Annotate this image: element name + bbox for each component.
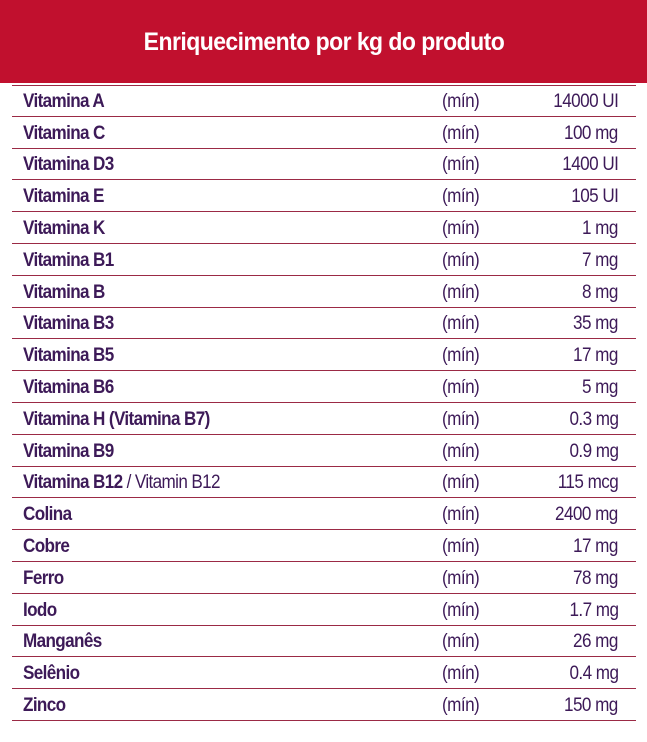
nutrient-name: Vitamina B12 / Vitamin B12 xyxy=(23,472,220,494)
nutrient-qualifier: (mín) xyxy=(442,376,480,398)
nutrient-name: Vitamina B6 xyxy=(23,376,114,398)
nutrient-name: Zinco xyxy=(23,694,66,716)
nutrient-qualifier: (mín) xyxy=(442,281,480,303)
nutrient-value: 150 mg xyxy=(564,694,618,716)
nutrient-name: Iodo xyxy=(23,599,57,621)
nutrient-qualifier: (mín) xyxy=(442,217,480,239)
nutrient-value: 35 mg xyxy=(573,313,618,335)
nutrient-name: Vitamina B9 xyxy=(23,440,114,462)
nutrient-qualifier: (mín) xyxy=(442,535,480,557)
nutrient-qualifier: (mín) xyxy=(442,345,480,367)
nutrient-value: 100 mg xyxy=(564,122,618,144)
table-row: Vitamina H (Vitamina B7) (mín) 0.3 mg xyxy=(12,403,636,435)
nutrient-qualifier: (mín) xyxy=(442,631,480,653)
nutrient-name: Manganês xyxy=(23,631,102,653)
nutrient-name: Vitamina A xyxy=(23,90,105,112)
nutrient-value: 26 mg xyxy=(573,631,618,653)
table-row: Vitamina B3 (mín) 35 mg xyxy=(12,308,636,340)
table-row: Vitamina D3 (mín) 1400 UI xyxy=(12,149,636,181)
nutrient-name: Selênio xyxy=(23,663,80,685)
nutrient-value: 1.7 mg xyxy=(568,599,619,621)
nutrient-name: Cobre xyxy=(23,535,70,557)
nutrient-qualifier: (mín) xyxy=(442,599,480,621)
nutrient-value: 7 mg xyxy=(582,249,618,271)
nutrient-value: 115 mcg xyxy=(557,472,618,494)
nutrient-qualifier: (mín) xyxy=(442,249,480,271)
table-row: Vitamina C (mín) 100 mg xyxy=(12,117,636,149)
nutrient-value: 0.9 mg xyxy=(568,440,619,462)
table-header: Enriquecimento por kg do produto xyxy=(0,0,647,83)
table-row: Vitamina B (mín) 8 mg xyxy=(12,276,636,308)
nutrient-name: Vitamina B xyxy=(23,281,105,303)
nutrient-qualifier: (mín) xyxy=(442,154,480,176)
nutrient-qualifier: (mín) xyxy=(442,408,480,430)
nutrient-value: 1400 UI xyxy=(561,154,619,176)
table-row: Colina (mín) 2400 mg xyxy=(12,498,636,531)
nutrient-value: 17 mg xyxy=(573,345,618,367)
nutrient-qualifier: (mín) xyxy=(442,313,480,335)
nutrient-value: 17 mg xyxy=(573,535,618,557)
table-row: Cobre (mín) 17 mg xyxy=(12,530,636,562)
table-row: Zinco (mín) 150 mg xyxy=(12,689,636,721)
nutrient-value: 0.3 mg xyxy=(568,408,619,430)
table-row: Vitamina B6 (mín) 5 mg xyxy=(12,371,636,403)
nutrient-name: Vitamina B3 xyxy=(23,313,114,335)
table-row: Vitamina B12 / Vitamin B12 (mín) 115 mcg xyxy=(12,467,636,499)
table-row: Vitamina A (mín) 14000 UI xyxy=(12,85,636,117)
nutrient-name: Ferro xyxy=(23,567,64,589)
nutrient-value: 78 mg xyxy=(573,567,618,589)
nutrient-qualifier: (mín) xyxy=(442,440,480,462)
table-row: Iodo (mín) 1.7 mg xyxy=(12,594,636,626)
table-row: Ferro (mín) 78 mg xyxy=(12,562,636,594)
nutrient-name: Vitamina C xyxy=(23,122,105,144)
table-row: Vitamina B9 (mín) 0.9 mg xyxy=(12,435,636,467)
nutrient-qualifier: (mín) xyxy=(442,694,480,716)
table-row: Vitamina E (mín) 105 UI xyxy=(12,180,636,213)
nutrient-qualifier: (mín) xyxy=(442,186,480,208)
nutrient-name: Vitamina H (Vitamina B7) xyxy=(23,408,210,430)
nutrient-value: 8 mg xyxy=(582,281,618,303)
nutrient-qualifier: (mín) xyxy=(442,504,480,526)
nutrient-qualifier: (mín) xyxy=(442,567,480,589)
nutrient-name: Vitamina E xyxy=(23,186,104,208)
table-row: Selênio (mín) 0.4 mg xyxy=(12,657,636,690)
nutrient-qualifier: (mín) xyxy=(442,472,480,494)
nutrient-table: Vitamina A (mín) 14000 UI Vitamina C (mí… xyxy=(12,85,636,721)
nutrient-qualifier: (mín) xyxy=(442,663,480,685)
nutrient-value: 1 mg xyxy=(582,217,618,239)
table-row: Vitamina K (mín) 1 mg xyxy=(12,212,636,244)
nutrient-value: 5 mg xyxy=(582,376,618,398)
nutrient-name: Vitamina D3 xyxy=(23,154,114,176)
nutrient-value: 105 UI xyxy=(570,186,619,208)
table-row: Vitamina B5 (mín) 17 mg xyxy=(12,339,636,372)
nutrient-name: Vitamina B1 xyxy=(23,249,114,271)
table-row: Manganês (mín) 26 mg xyxy=(12,626,636,658)
table-title: Enriquecimento por kg do produto xyxy=(143,28,504,56)
nutrient-name: Vitamina B5 xyxy=(23,345,114,367)
nutrient-qualifier: (mín) xyxy=(442,122,480,144)
nutrient-value: 2400 mg xyxy=(555,504,618,526)
nutrient-name: Colina xyxy=(23,504,72,526)
nutrient-qualifier: (mín) xyxy=(442,90,480,112)
nutrient-value: 14000 UI xyxy=(552,90,619,112)
nutrient-value: 0.4 mg xyxy=(568,663,619,685)
nutrient-name: Vitamina K xyxy=(23,217,105,239)
table-row: Vitamina B1 (mín) 7 mg xyxy=(12,244,636,276)
